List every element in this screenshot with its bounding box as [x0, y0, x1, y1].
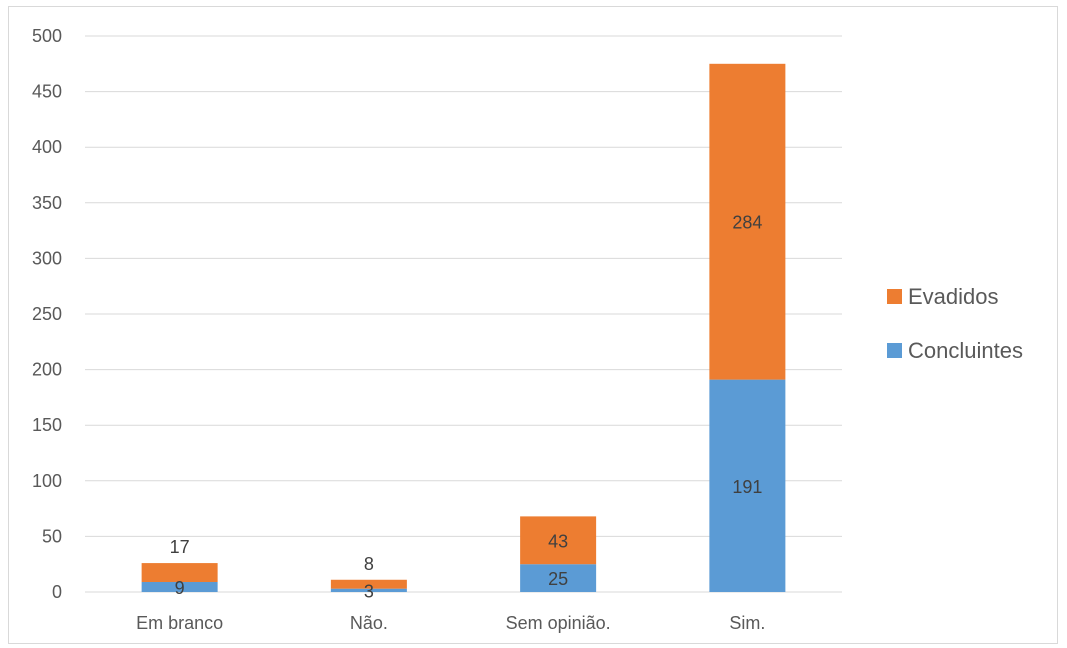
y-tick-label: 500 [32, 26, 62, 46]
x-axis-ticks: Em branco Não. Sem opinião. Sim. [136, 613, 765, 633]
x-tick-label: Em branco [136, 613, 223, 633]
data-label-concluintes-2: 25 [548, 569, 568, 589]
y-tick-label: 200 [32, 360, 62, 380]
bar-concluintes-2 [520, 564, 597, 592]
bar-evadidos-1 [330, 579, 407, 589]
data-labels: 9 17 3 8 25 43 191 284 [170, 213, 763, 602]
x-tick-label: Sem opinião. [506, 613, 611, 633]
legend-label-evadidos: Evadidos [908, 284, 999, 309]
y-tick-label: 150 [32, 415, 62, 435]
y-tick-label: 100 [32, 471, 62, 491]
y-tick-label: 350 [32, 193, 62, 213]
legend-swatch-concluintes [887, 343, 902, 358]
data-label-concluintes-0: 9 [175, 578, 185, 598]
y-tick-label: 50 [42, 526, 62, 546]
y-tick-label: 300 [32, 248, 62, 268]
y-axis-ticks: 0 50 100 150 200 250 300 350 400 450 500 [32, 26, 62, 602]
data-label-evadidos-0: 17 [170, 537, 190, 557]
data-label-concluintes-3: 191 [732, 477, 762, 497]
bar-evadidos-2 [520, 516, 597, 565]
legend-swatch-evadidos [887, 289, 902, 304]
bar-evadidos-3 [709, 63, 786, 380]
x-tick-label: Sim. [729, 613, 765, 633]
legend-label-concluintes: Concluintes [908, 338, 1023, 363]
bar-evadidos-0 [141, 563, 218, 582]
bar-concluintes-1 [330, 588, 407, 592]
x-tick-label: Não. [350, 613, 388, 633]
y-tick-label: 250 [32, 304, 62, 324]
bar-concluintes-0 [141, 581, 218, 592]
y-tick-label: 450 [32, 82, 62, 102]
data-label-concluintes-1: 3 [364, 581, 374, 601]
legend: Evadidos Concluintes [887, 284, 1023, 363]
data-label-evadidos-3: 284 [732, 213, 762, 233]
bars [141, 63, 786, 592]
data-label-evadidos-2: 43 [548, 531, 568, 551]
y-tick-label: 400 [32, 137, 62, 157]
bar-concluintes-3 [709, 379, 786, 592]
data-label-evadidos-1: 8 [364, 554, 374, 574]
y-tick-label: 0 [52, 582, 62, 602]
